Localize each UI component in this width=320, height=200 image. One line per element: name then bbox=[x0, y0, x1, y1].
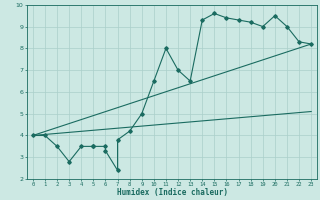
X-axis label: Humidex (Indice chaleur): Humidex (Indice chaleur) bbox=[116, 188, 228, 197]
